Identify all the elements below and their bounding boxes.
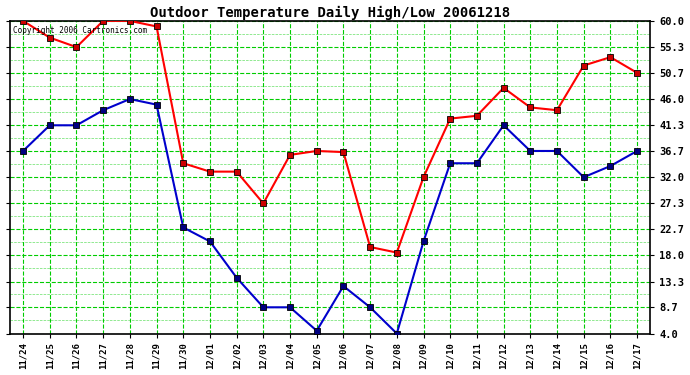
Title: Outdoor Temperature Daily High/Low 20061218: Outdoor Temperature Daily High/Low 20061… <box>150 6 510 20</box>
Text: Copyright 2006 Cartronics.com: Copyright 2006 Cartronics.com <box>13 26 147 34</box>
